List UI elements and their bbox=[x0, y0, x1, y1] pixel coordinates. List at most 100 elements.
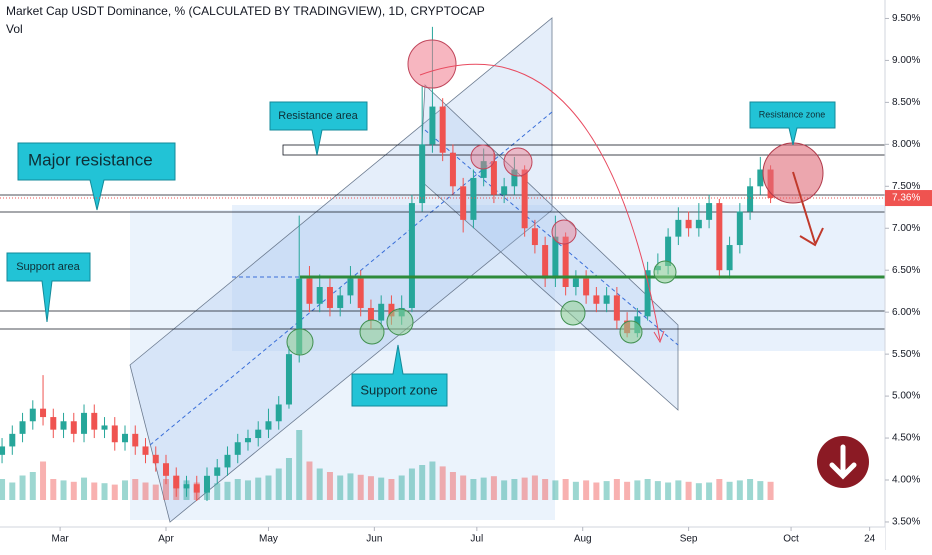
volume-bar bbox=[716, 479, 723, 500]
volume-bar bbox=[408, 468, 415, 500]
candle-body bbox=[316, 286, 323, 304]
volume-bar bbox=[9, 482, 16, 500]
y-tick-label: 5.50% bbox=[892, 349, 920, 360]
volume-bar bbox=[306, 461, 313, 500]
volume-bar bbox=[81, 477, 88, 500]
volume-bar bbox=[429, 461, 436, 500]
candle-body bbox=[542, 245, 549, 279]
candle-body bbox=[490, 161, 497, 195]
candle-body bbox=[613, 295, 620, 321]
drawings: Major resistance Resistance area Support… bbox=[6, 39, 885, 488]
candle-body bbox=[367, 307, 374, 321]
callout bbox=[269, 101, 368, 156]
candle-body bbox=[736, 211, 743, 246]
volume-bar bbox=[542, 479, 549, 500]
top-circle bbox=[551, 219, 577, 245]
volume-bar bbox=[398, 475, 405, 500]
volume-bar bbox=[337, 475, 344, 500]
last-price-label: 7.36% bbox=[892, 193, 920, 204]
candle-body bbox=[81, 412, 88, 434]
candle-body bbox=[665, 236, 672, 267]
candle-body bbox=[675, 219, 682, 237]
candle-body bbox=[265, 421, 272, 430]
y-tick-label: 7.00% bbox=[892, 223, 920, 234]
y-tick-label: 4.00% bbox=[892, 475, 920, 486]
volume-bar bbox=[378, 477, 385, 500]
last-price-tag bbox=[885, 190, 932, 207]
volume-bar bbox=[388, 479, 395, 500]
candle-body bbox=[203, 475, 210, 493]
y-tick-label: 5.00% bbox=[892, 391, 920, 402]
volume-bar bbox=[695, 483, 702, 500]
volume-bar bbox=[163, 479, 170, 500]
volume-bar bbox=[122, 480, 129, 500]
x-tick-label: May bbox=[259, 534, 278, 545]
y-tick-label: 6.50% bbox=[892, 265, 920, 276]
y-tick-label: 3.50% bbox=[892, 517, 920, 528]
volume-bar bbox=[285, 458, 292, 500]
candle-body bbox=[716, 203, 723, 271]
arrow-head bbox=[799, 227, 824, 247]
volume-bar bbox=[439, 466, 446, 500]
volume-bar bbox=[511, 479, 518, 500]
x-tick-label: Apr bbox=[158, 534, 174, 545]
candle-body bbox=[531, 228, 538, 246]
volume-bar bbox=[40, 461, 47, 500]
top-circle bbox=[407, 39, 457, 89]
volume-bar bbox=[101, 483, 108, 500]
volume-bar bbox=[357, 474, 364, 500]
candle-body bbox=[173, 475, 180, 489]
down-arrow bbox=[792, 171, 816, 244]
candle-body bbox=[132, 433, 139, 447]
candle-body bbox=[163, 463, 170, 476]
candle-body bbox=[60, 421, 67, 430]
candle-body bbox=[29, 408, 36, 422]
candle-body bbox=[419, 144, 426, 204]
volume-bar bbox=[603, 481, 610, 500]
y-tick-label: 7.50% bbox=[892, 181, 920, 192]
volume-bar bbox=[583, 480, 590, 500]
y-tick-label: 4.50% bbox=[892, 433, 920, 444]
callout bbox=[749, 101, 836, 146]
y-tick-label: 6.00% bbox=[892, 307, 920, 318]
price-axis bbox=[885, 0, 932, 550]
volume-bar bbox=[490, 476, 497, 500]
candle-body bbox=[0, 446, 6, 455]
y-tick-label: 9.00% bbox=[892, 55, 920, 66]
volume-bar bbox=[747, 479, 754, 500]
x-tick-label: Oct bbox=[783, 534, 799, 545]
bottom-circle bbox=[359, 319, 385, 345]
candle-body bbox=[347, 278, 354, 296]
y-tick-label: 8.00% bbox=[892, 139, 920, 150]
volume-bar bbox=[706, 482, 713, 500]
volume-bar bbox=[255, 477, 262, 500]
volume-bar bbox=[654, 481, 661, 500]
candle-body bbox=[572, 278, 579, 287]
candle-body bbox=[50, 417, 57, 430]
candle-body bbox=[388, 303, 395, 317]
candle-body bbox=[152, 454, 159, 464]
volume-bar bbox=[449, 472, 456, 500]
bottom-circle bbox=[386, 308, 414, 336]
x-tick-label: Jun bbox=[366, 534, 382, 545]
candle-body bbox=[408, 203, 415, 308]
volume-bar bbox=[111, 484, 118, 500]
candle-body bbox=[460, 186, 467, 220]
volume-bar bbox=[624, 481, 631, 500]
volume-bar bbox=[326, 472, 333, 500]
top-circle bbox=[470, 144, 496, 170]
candle-body bbox=[470, 177, 477, 220]
candle-body bbox=[101, 425, 108, 430]
candle-body bbox=[429, 106, 436, 145]
volume-bar bbox=[521, 477, 528, 500]
volume-bar bbox=[419, 465, 426, 500]
ascending-channel bbox=[129, 17, 553, 523]
candle-body bbox=[757, 169, 764, 187]
volume-bar bbox=[275, 468, 282, 500]
candle-body bbox=[306, 278, 313, 304]
candle-body bbox=[183, 484, 190, 489]
annotation: Resistance zone bbox=[759, 109, 826, 119]
volume-bar bbox=[552, 480, 559, 500]
candle-body bbox=[449, 152, 456, 187]
